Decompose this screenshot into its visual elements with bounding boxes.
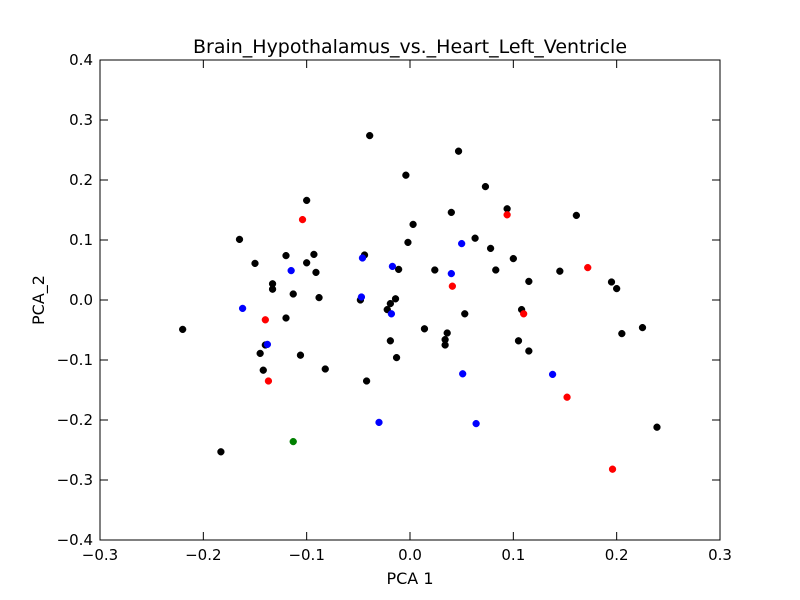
data-point-series-1 xyxy=(238,304,247,313)
data-point-series-0 xyxy=(386,337,395,345)
data-point-series-0 xyxy=(315,293,323,302)
y-axis-label: PCA_2 xyxy=(29,275,49,325)
data-point-series-1 xyxy=(263,340,272,349)
data-point-series-2 xyxy=(520,310,528,318)
y-tick-label: 0.4 xyxy=(69,51,93,69)
data-point-series-0 xyxy=(303,259,311,267)
data-point-series-0 xyxy=(251,259,259,268)
data-point-series-0 xyxy=(392,353,401,362)
data-point-series-0 xyxy=(256,349,264,358)
y-tick-label: 0.1 xyxy=(69,231,93,249)
y-tick-label: −0.1 xyxy=(57,351,93,369)
x-tick-label: 0.0 xyxy=(398,546,422,564)
data-point-series-0 xyxy=(471,234,479,242)
data-point-series-0 xyxy=(391,295,400,303)
data-point-series-0 xyxy=(514,337,523,345)
data-point-series-1 xyxy=(287,266,295,275)
data-point-series-2 xyxy=(563,393,571,401)
chart-title: Brain_Hypothalamus_vs._Heart_Left_Ventri… xyxy=(193,36,627,58)
data-point-series-1 xyxy=(447,269,455,278)
data-point-series-0 xyxy=(461,310,469,318)
data-point-series-0 xyxy=(366,131,374,140)
data-point-series-0 xyxy=(409,220,417,229)
data-point-series-2 xyxy=(503,211,511,219)
y-tick-label: −0.2 xyxy=(57,411,93,429)
data-point-series-0 xyxy=(404,238,412,247)
data-point-series-0 xyxy=(310,250,318,259)
data-point-series-0 xyxy=(525,347,533,355)
data-point-series-0 xyxy=(454,147,463,155)
data-point-series-2 xyxy=(298,215,307,224)
data-points-group xyxy=(179,131,661,473)
data-point-series-0 xyxy=(441,341,449,349)
data-point-series-2 xyxy=(448,282,457,290)
data-point-series-0 xyxy=(179,325,187,334)
x-tick-label: −0.2 xyxy=(185,546,221,564)
data-point-series-0 xyxy=(638,323,647,332)
data-point-series-0 xyxy=(653,423,661,431)
data-point-series-0 xyxy=(321,365,329,373)
y-tick-label: 0.2 xyxy=(69,171,93,189)
data-point-series-2 xyxy=(261,316,269,324)
y-tick-label: 0.3 xyxy=(69,111,93,129)
data-point-series-1 xyxy=(387,310,396,318)
data-point-series-0 xyxy=(613,284,621,293)
data-point-series-1 xyxy=(472,419,480,428)
data-point-series-1 xyxy=(548,370,557,379)
data-point-series-1 xyxy=(458,239,466,248)
data-point-series-0 xyxy=(556,267,564,275)
data-point-series-0 xyxy=(303,196,311,205)
y-tick-label: −0.3 xyxy=(57,471,93,489)
data-point-series-0 xyxy=(402,171,410,179)
data-point-series-0 xyxy=(525,277,533,286)
data-point-series-0 xyxy=(268,285,277,293)
data-point-series-1 xyxy=(357,293,366,301)
data-point-series-0 xyxy=(394,265,403,274)
data-point-series-0 xyxy=(312,268,320,277)
x-tick-label: 0.1 xyxy=(501,546,525,564)
data-point-series-0 xyxy=(618,329,626,338)
x-tick-label: 0.2 xyxy=(605,546,629,564)
data-point-series-0 xyxy=(386,299,395,308)
data-point-series-0 xyxy=(235,235,244,244)
x-tick-label: 0.3 xyxy=(708,546,732,564)
data-point-series-0 xyxy=(607,278,616,286)
data-point-series-3 xyxy=(289,437,297,446)
x-tick-label: −0.3 xyxy=(82,546,118,564)
data-point-series-0 xyxy=(282,314,290,322)
plot-area-frame xyxy=(99,59,721,541)
data-point-series-0 xyxy=(486,244,495,253)
data-point-series-0 xyxy=(431,266,439,274)
data-point-series-0 xyxy=(259,366,267,374)
data-point-series-0 xyxy=(572,211,581,220)
data-point-series-1 xyxy=(459,370,467,378)
y-tick-label: −0.4 xyxy=(57,531,93,549)
x-tick-label: −0.1 xyxy=(288,546,324,564)
data-point-series-0 xyxy=(492,266,500,274)
data-point-series-0 xyxy=(217,448,225,456)
data-point-series-2 xyxy=(584,263,592,272)
plot-area-background xyxy=(100,60,720,540)
data-point-series-0 xyxy=(509,254,517,263)
data-point-series-0 xyxy=(296,351,305,359)
data-point-series-0 xyxy=(481,182,490,191)
data-point-series-0 xyxy=(443,329,451,337)
data-point-series-1 xyxy=(375,418,383,427)
data-point-series-1 xyxy=(358,254,367,262)
data-point-series-0 xyxy=(447,208,455,217)
y-tick-label: 0.0 xyxy=(69,291,93,309)
axis-ticks-group: −0.3 −0.2 −0.1 0.0 0.1 0.2 0.3−0.4−0.3−0.2−0.1… xyxy=(57,51,732,564)
data-point-series-2 xyxy=(264,377,273,385)
data-point-series-1 xyxy=(388,262,397,271)
data-point-series-0 xyxy=(289,290,297,298)
data-point-series-0 xyxy=(362,377,371,385)
data-point-series-0 xyxy=(420,325,429,333)
x-axis-label: PCA 1 xyxy=(386,569,433,588)
data-point-series-0 xyxy=(282,251,290,260)
data-point-series-2 xyxy=(608,465,617,473)
